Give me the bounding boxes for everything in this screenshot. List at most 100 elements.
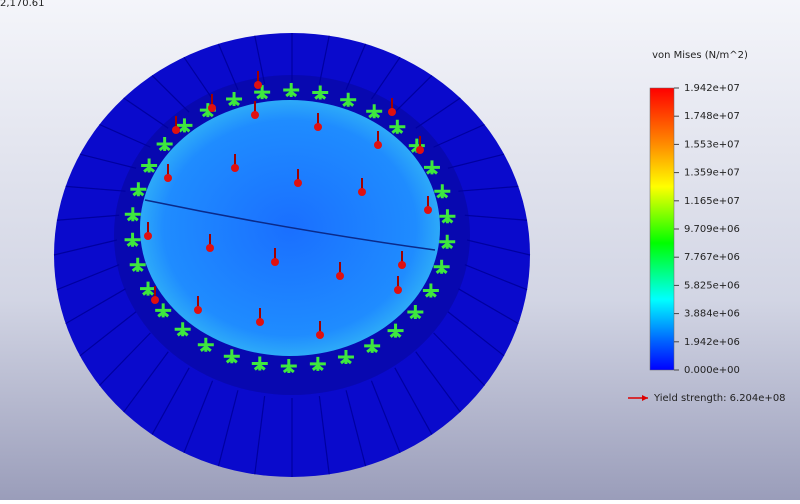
- segment-line: [151, 367, 190, 435]
- segment-line: [53, 239, 118, 256]
- legend-tick-label: 3.884e+06: [684, 309, 740, 320]
- load-arrow-head: [164, 174, 172, 182]
- load-arrow-head: [206, 244, 214, 252]
- segment-line: [394, 74, 433, 113]
- load-arrow-head: [194, 306, 202, 314]
- load-arrow-head: [398, 261, 406, 269]
- segment-line: [183, 380, 214, 454]
- fixture-symbol: [423, 160, 440, 175]
- yield-arrow-head: [642, 395, 648, 401]
- load-arrow-head: [416, 146, 424, 154]
- fixture-symbol: [155, 303, 172, 318]
- legend-tick-label: 1.553e+07: [684, 139, 740, 150]
- load-arrow-head: [254, 81, 262, 89]
- fixture-symbol: [124, 207, 141, 222]
- fixture-symbol: [422, 283, 439, 298]
- load-arrow-head: [424, 206, 432, 214]
- legend-tick-label: 9.709e+06: [684, 224, 740, 235]
- legend-tick-label: 1.165e+07: [684, 196, 740, 207]
- load-arrow-head: [256, 318, 264, 326]
- segment-line: [318, 35, 330, 85]
- segment-line: [217, 390, 239, 467]
- fixture-symbol: [174, 322, 191, 337]
- fixture-symbol: [140, 281, 157, 296]
- segment-line: [151, 74, 190, 113]
- fixture-symbol: [364, 338, 381, 354]
- fixture-symbol: [439, 209, 456, 224]
- legend-tick-label: 1.942e+06: [684, 337, 740, 348]
- fixture-symbol: [124, 232, 141, 247]
- load-arrow-head: [336, 272, 344, 280]
- segment-line: [370, 56, 401, 100]
- fixture-symbol: [176, 118, 193, 133]
- segment-line: [464, 264, 528, 291]
- fixture-symbol: [130, 182, 147, 197]
- fixture-symbol: [407, 304, 424, 320]
- fixture-symbol: [283, 83, 300, 98]
- fixture-symbol: [129, 257, 146, 272]
- legend-tick-label: 7.767e+06: [684, 252, 740, 263]
- segment-line: [415, 97, 461, 129]
- fold-line: [144, 199, 436, 251]
- load-arrow-head: [144, 232, 152, 240]
- fixture-symbol: [309, 356, 326, 372]
- fixture-symbol: [226, 91, 243, 107]
- load-arrow-head: [208, 104, 216, 112]
- fixture-symbol: [280, 358, 297, 374]
- load-arrow-head: [294, 179, 302, 187]
- fixture-symbol: [387, 323, 404, 338]
- segment-line: [99, 123, 151, 148]
- load-arrow-head: [172, 126, 180, 134]
- legend-tick-label: 5.825e+06: [684, 280, 740, 291]
- fixture-symbol: [251, 356, 268, 371]
- segment-line: [345, 43, 367, 90]
- segment-line: [79, 311, 137, 357]
- load-arrow-head: [251, 111, 259, 119]
- legend-tick-label: 1.748e+07: [684, 111, 740, 122]
- segment-line: [254, 395, 266, 475]
- segment-line: [394, 367, 433, 435]
- load-arrow-head: [358, 188, 366, 196]
- legend-tick-label: 0.000e+00: [684, 365, 740, 376]
- fixture-symbol: [434, 184, 451, 199]
- corner-text: 2,170.61: [0, 0, 45, 9]
- segment-line: [56, 214, 120, 221]
- segment-line: [433, 123, 485, 148]
- segment-line: [433, 332, 485, 386]
- segment-line: [458, 288, 519, 325]
- color-bar: [649, 87, 675, 371]
- model: [53, 33, 531, 477]
- segment-line: [254, 35, 266, 85]
- fixture-symbol: [340, 92, 357, 107]
- segment-line: [99, 332, 151, 386]
- segment-line: [217, 43, 239, 90]
- segment-line: [183, 56, 214, 100]
- segment-line: [123, 351, 169, 413]
- load-arrow-head: [394, 286, 402, 294]
- segment-line: [458, 185, 519, 192]
- legend-tick-label: 1.359e+07: [684, 168, 740, 179]
- load-arrow-head: [388, 108, 396, 116]
- load-arrow-head: [231, 164, 239, 172]
- load-arrow-head: [271, 258, 279, 266]
- load-arrow-head: [314, 123, 322, 131]
- segment-line: [123, 97, 169, 129]
- fixture-symbol: [366, 104, 383, 119]
- segment-line: [79, 153, 137, 169]
- fixture-symbol: [389, 119, 406, 134]
- legend-title: von Mises (N/m^2): [652, 50, 748, 61]
- fixture-symbol: [197, 337, 214, 352]
- legend-tick-label: 1.942e+07: [684, 83, 740, 94]
- fixture-symbol: [141, 158, 158, 173]
- segment-line: [447, 153, 505, 169]
- segment-line: [345, 390, 367, 467]
- segment-line: [65, 288, 126, 325]
- segment-line: [447, 311, 505, 357]
- fixture-symbol: [223, 349, 240, 364]
- load-arrow-head: [316, 331, 324, 339]
- segment-line: [56, 264, 120, 291]
- segment-line: [65, 185, 126, 192]
- segment-line: [415, 351, 461, 413]
- legend-ticks: 1.942e+07 1.748e+07 1.553e+07 1.359e+07 1.16…: [674, 83, 740, 376]
